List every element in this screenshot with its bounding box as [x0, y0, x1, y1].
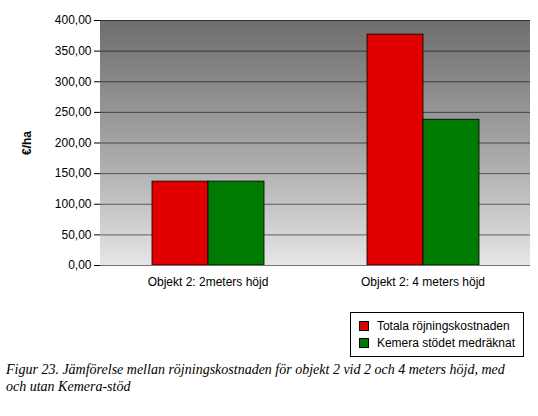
html-text:Kemera stödet medräknat: Kemera stödet medräknat	[376, 336, 515, 350]
html-text:Totala röjningskostnaden: Totala röjningskostnaden	[376, 319, 510, 333]
svg-text:400,00: 400,00	[55, 13, 92, 27]
svg-text:€/ha: €/ha	[20, 131, 34, 155]
html-text:Figur 23. Jämförelse mellan rö: Figur 23. Jämförelse mellan röjningskost…	[6, 362, 505, 394]
svg-text:50,00: 50,00	[61, 228, 91, 242]
svg-text:0,00: 0,00	[68, 258, 92, 272]
svg-text:200,00: 200,00	[55, 136, 92, 150]
svg-text:300,00: 300,00	[55, 75, 92, 89]
svg-text:150,00: 150,00	[55, 166, 92, 180]
svg-text:Objekt 2: 2meters höjd: Objekt 2: 2meters höjd	[148, 275, 269, 289]
svg-text:350,00: 350,00	[55, 44, 92, 58]
svg-text:Objekt 2: 4 meters höjd: Objekt 2: 4 meters höjd	[361, 275, 485, 289]
svg-text:100,00: 100,00	[55, 197, 92, 211]
svg-text:250,00: 250,00	[55, 105, 92, 119]
